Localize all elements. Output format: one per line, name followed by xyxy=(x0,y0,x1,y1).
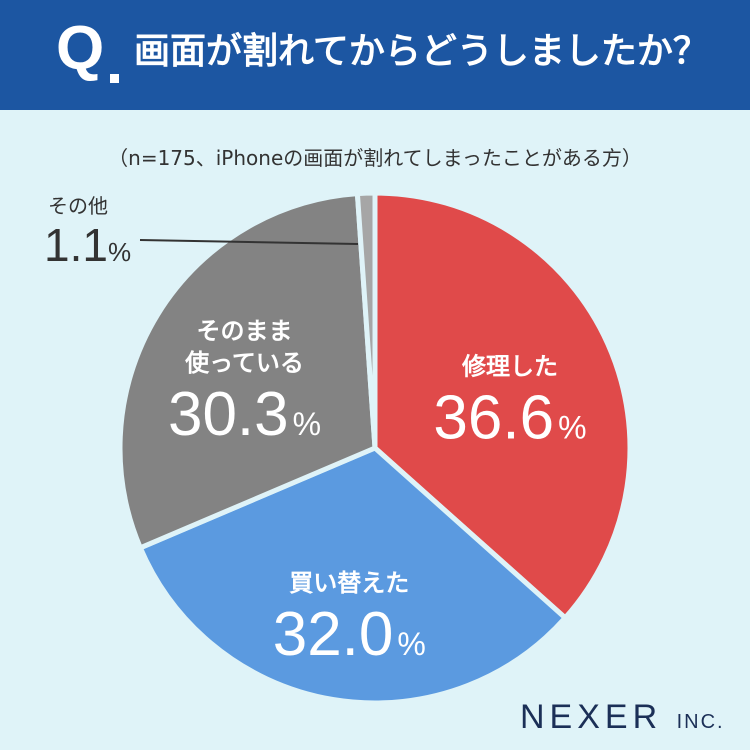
other-slice-value: 1.1% xyxy=(44,222,131,268)
slice-kept-using-value: 30.3% xyxy=(168,380,321,449)
q-mark: Q xyxy=(56,14,105,83)
slice-replaced-value: 32.0% xyxy=(273,600,426,669)
logo-name: NEXER xyxy=(520,698,663,736)
slice-repaired-label-line: 修理した xyxy=(461,353,558,381)
header-banner: Q 画面が割れてからどうしましたか？ xyxy=(0,0,750,110)
other-leader-line xyxy=(139,239,359,245)
question-title: 画面が割れてからどうしましたか？ xyxy=(134,31,709,72)
slice-kept-using-label-line: 使っている xyxy=(184,349,304,377)
slice-repaired xyxy=(372,190,633,621)
other-value-number: 1.1 xyxy=(44,219,108,271)
other-value-unit: % xyxy=(107,237,132,267)
other-slice-label: その他 xyxy=(48,194,108,218)
slice-kept-using xyxy=(117,191,378,551)
slice-other xyxy=(354,190,378,451)
survey-subtitle: （n=175、iPhoneの画面が割れてしまったことがある方） xyxy=(108,146,642,170)
slice-kept-using-label-line: そのまま xyxy=(197,317,293,345)
logo-suffix: INC. xyxy=(676,711,725,733)
slice-repaired-value: 36.6% xyxy=(433,384,586,453)
slice-replaced-label-line: 買い替えた xyxy=(289,569,409,597)
slice-replaced xyxy=(137,445,568,706)
q-dot xyxy=(110,74,119,83)
nexer-logo: NEXER INC. xyxy=(520,700,725,734)
